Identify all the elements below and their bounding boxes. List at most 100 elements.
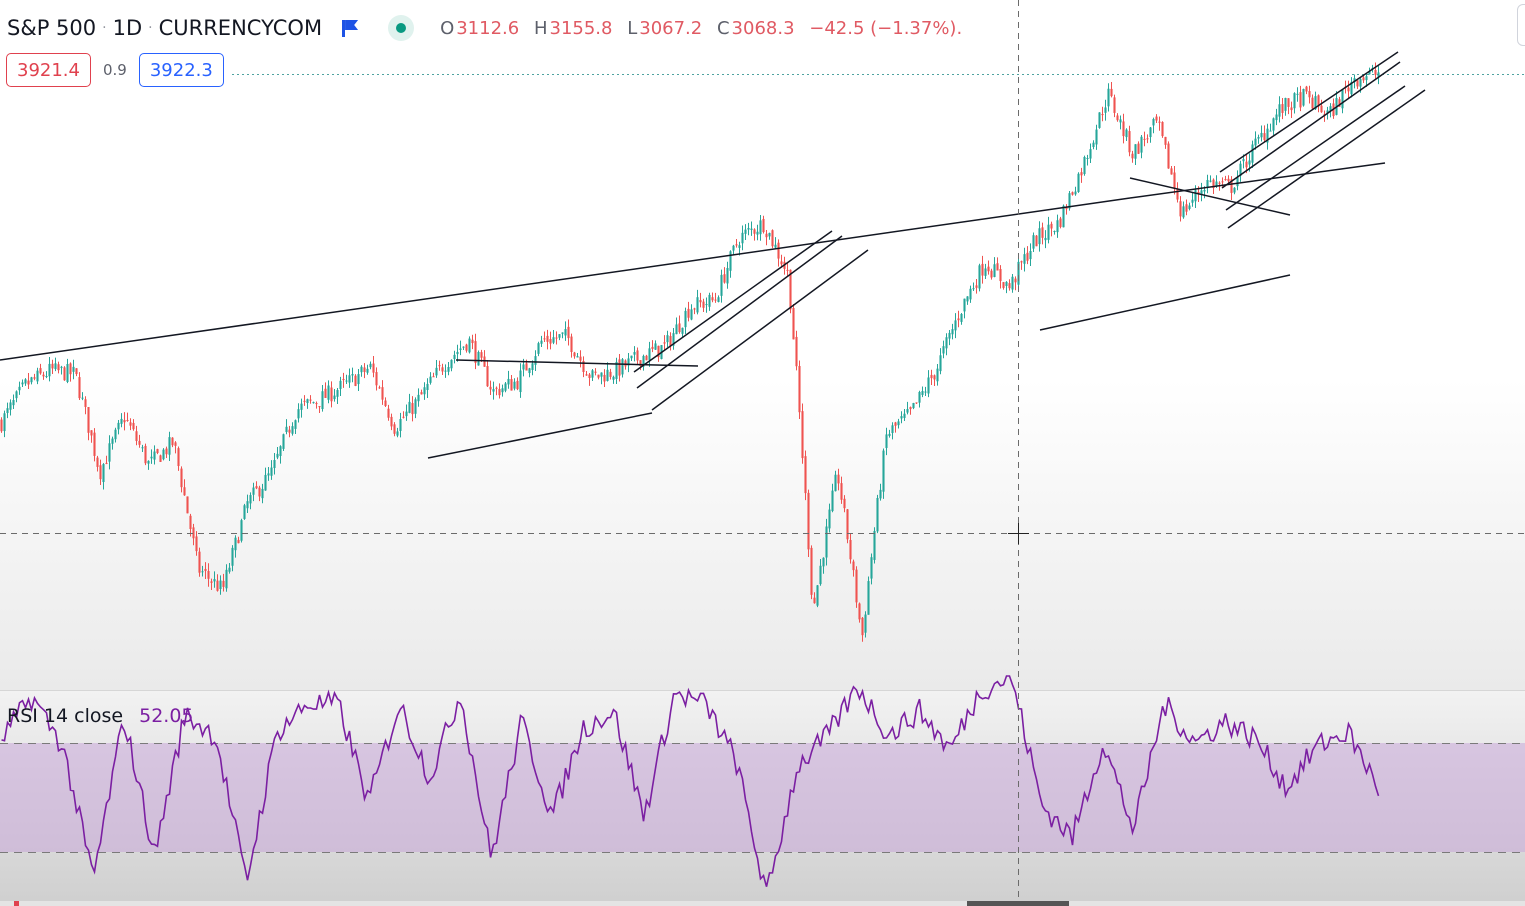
candle-body xyxy=(141,447,144,449)
rsi-legend[interactable]: RSI 14 close 52.05 xyxy=(7,705,194,727)
legend-separator: · xyxy=(102,20,107,36)
trendline[interactable] xyxy=(636,235,843,389)
candle-body xyxy=(261,488,264,499)
trendline[interactable] xyxy=(1227,89,1426,229)
symbol-name[interactable]: S&P 500 xyxy=(7,16,97,40)
symbol-legend[interactable]: S&P 500 · 1D · CURRENCYCOM O 3112.6 H 3155… xyxy=(7,13,971,43)
candle-body xyxy=(759,220,762,235)
trendline[interactable] xyxy=(1129,177,1291,216)
candle-body xyxy=(1338,99,1341,107)
candle-body xyxy=(1005,281,1008,286)
interval-label[interactable]: 1D xyxy=(112,16,143,40)
trendline[interactable] xyxy=(427,412,653,459)
candle-body xyxy=(1248,160,1251,165)
candle-body xyxy=(27,380,30,385)
candle-body xyxy=(1146,138,1149,140)
candle-body xyxy=(981,263,984,276)
candle-body xyxy=(1125,129,1128,138)
trendline[interactable] xyxy=(455,359,699,367)
candle-body xyxy=(828,509,831,529)
candle-body xyxy=(990,270,993,278)
candle-body xyxy=(435,367,438,376)
time-scale-strip[interactable] xyxy=(0,901,1525,906)
candle-body xyxy=(465,344,468,351)
candle-body xyxy=(159,455,162,462)
candle-body xyxy=(534,356,537,365)
candle-body xyxy=(831,490,834,512)
candle-body xyxy=(384,400,387,406)
candle-body xyxy=(1254,138,1257,146)
candle-body xyxy=(609,371,612,377)
candle-body xyxy=(1074,191,1077,195)
candle-body xyxy=(1362,77,1365,81)
candle-body xyxy=(528,368,531,374)
candle-body xyxy=(276,453,279,458)
candle-body xyxy=(561,332,564,334)
candle-body xyxy=(921,391,924,395)
candle-body xyxy=(738,245,741,248)
candle-body xyxy=(231,547,234,566)
flag-icon[interactable] xyxy=(340,19,358,37)
trendline[interactable] xyxy=(651,249,869,411)
candle-body xyxy=(1191,199,1194,203)
candle-body xyxy=(504,383,507,391)
candle-body xyxy=(1215,181,1218,187)
candle-body xyxy=(447,367,450,372)
candle-body xyxy=(156,449,159,453)
candle-body xyxy=(117,422,120,430)
candle-body xyxy=(423,387,426,395)
candle-body xyxy=(249,495,252,504)
candle-body xyxy=(144,445,147,464)
candle-body xyxy=(1341,89,1344,109)
rsi-value: 52.05 xyxy=(139,705,194,727)
candle-body xyxy=(951,329,954,335)
candle-body xyxy=(489,386,492,390)
ohlc-open: 3112.6 xyxy=(456,17,520,39)
candle-body xyxy=(345,380,348,382)
trendline[interactable] xyxy=(1219,51,1399,173)
candle-body xyxy=(1299,92,1302,108)
candle-body xyxy=(1176,188,1179,200)
candle-body xyxy=(270,467,273,476)
candle-body xyxy=(264,474,267,491)
candle-body xyxy=(1143,138,1146,140)
ohlc-low-key: L xyxy=(627,17,638,39)
sell-button[interactable]: 3921.4 xyxy=(6,53,91,87)
candle-body xyxy=(639,360,642,366)
ohlc-open-key: O xyxy=(440,17,455,39)
trendline[interactable] xyxy=(1129,162,1386,199)
candle-body xyxy=(1062,205,1065,228)
candle-body xyxy=(399,419,402,431)
candle-body xyxy=(540,340,543,344)
trendline-drawings[interactable] xyxy=(0,51,1426,459)
trendline[interactable] xyxy=(633,230,833,373)
trendline[interactable] xyxy=(1039,274,1291,331)
candle-body xyxy=(480,352,483,358)
candle-body xyxy=(948,332,951,339)
candle-body xyxy=(291,426,294,434)
candle-body xyxy=(555,337,558,339)
pane-controls-button[interactable] xyxy=(1517,4,1525,46)
ohlc-close-key: C xyxy=(716,17,730,39)
candle-body xyxy=(846,509,849,540)
candle-body xyxy=(378,387,381,389)
candle-body xyxy=(300,403,303,410)
candle-body xyxy=(6,408,9,414)
buy-button[interactable]: 3922.3 xyxy=(138,53,224,87)
candle-body xyxy=(888,433,891,436)
candle-body xyxy=(816,585,819,606)
trendline[interactable] xyxy=(1225,85,1406,211)
candle-body xyxy=(723,274,726,283)
candle-body xyxy=(801,411,804,459)
candle-body xyxy=(459,348,462,350)
candle-body xyxy=(246,501,249,509)
ohlc-high-key: H xyxy=(533,17,548,39)
candle-body xyxy=(1095,129,1098,145)
candle-body xyxy=(36,370,39,382)
trendline[interactable] xyxy=(1221,61,1401,189)
trendline[interactable] xyxy=(0,197,1131,361)
candle-body xyxy=(1023,254,1026,264)
candle-body xyxy=(492,389,495,392)
candle-body xyxy=(1353,78,1356,83)
